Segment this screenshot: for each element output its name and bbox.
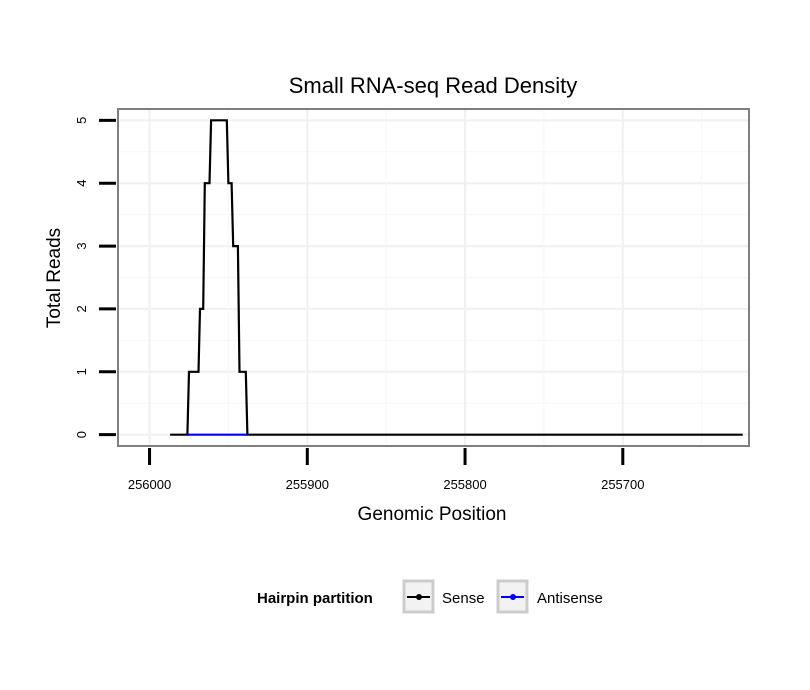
x-tick-label-256000: 256000 <box>128 477 171 492</box>
y-axis-title: Total Reads <box>44 228 65 328</box>
x-tick-label-255700: 255700 <box>601 477 644 492</box>
y-tick-label-2: 2 <box>74 305 89 312</box>
legend-item-antisense: Antisense <box>496 579 603 614</box>
legend-point-sense <box>416 594 422 600</box>
legend-title: Hairpin partition <box>257 590 373 607</box>
series-layer <box>170 119 743 436</box>
y-tick-label-1: 1 <box>74 368 89 375</box>
x-tick-label-255800: 255800 <box>443 477 486 492</box>
y-tick-label-4: 4 <box>74 180 89 187</box>
x-tick-label-255900: 255900 <box>286 477 329 492</box>
legend: Hairpin partition Sense Antisense <box>257 579 603 614</box>
chart-title: Small RNA-seq Read Density <box>289 73 578 98</box>
y-tick-label-5: 5 <box>74 117 89 124</box>
series-line-sense <box>170 119 743 436</box>
x-axis: 256000 255900 255800 255700 <box>128 448 644 492</box>
legend-label-sense: Sense <box>442 590 485 607</box>
y-tick-label-3: 3 <box>74 242 89 249</box>
x-axis-title: Genomic Position <box>358 504 507 525</box>
y-axis: 0 1 2 3 4 5 <box>74 117 116 438</box>
legend-item-sense: Sense <box>402 579 485 614</box>
y-tick-label-0: 0 <box>74 431 89 438</box>
legend-point-antisense <box>510 594 516 600</box>
legend-label-antisense: Antisense <box>537 590 603 607</box>
